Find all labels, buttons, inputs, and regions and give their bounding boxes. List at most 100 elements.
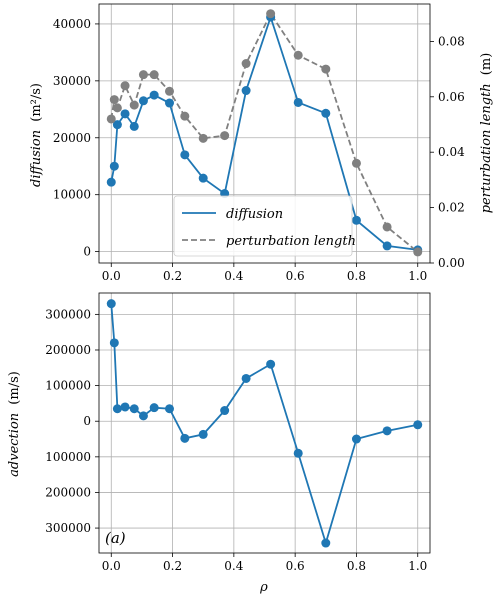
data-point-diffusion xyxy=(241,86,251,96)
top-y2-axis-label-main: perturbation length xyxy=(479,83,494,213)
series-line-advection xyxy=(110,303,418,547)
bottom-y-tick-label: 200000 xyxy=(45,343,91,357)
bottom-x-tick-label: 0.8 xyxy=(347,559,366,573)
bottom-x-tick-label: 0.4 xyxy=(224,559,243,573)
bottom-y-tick-label: 100000 xyxy=(45,450,91,464)
data-point-diffusion xyxy=(382,241,392,251)
panel-annotation: (a) xyxy=(105,529,126,547)
data-point-advection xyxy=(164,404,174,414)
bottom-panel: 0.0 0.2 0.4 0.6 0.8 1.0 300000 200000 100000 0 10… xyxy=(7,292,431,595)
top-y2-ticks: 0.00 0.02 0.04 0.06 0.08 xyxy=(430,34,465,270)
top-x-ticks: 0.0 0.2 0.4 0.6 0.8 1.0 xyxy=(102,263,427,283)
bottom-x-tick-label: 0.2 xyxy=(163,559,182,573)
data-point-advection xyxy=(180,433,190,443)
bottom-plot-frame xyxy=(98,292,431,554)
data-point-diffusion xyxy=(180,150,190,160)
bottom-lines xyxy=(110,303,418,547)
bottom-y-tick-label: 100000 xyxy=(45,379,91,393)
bottom-points xyxy=(106,299,423,548)
top-x-tick-label: 1.0 xyxy=(408,269,427,283)
top-y-tick-label: 0 xyxy=(83,245,91,259)
top-x-tick-label: 0.6 xyxy=(286,269,305,283)
data-point-perturbation-length xyxy=(321,64,331,74)
data-point-perturbation-length xyxy=(220,131,230,141)
legend: diffusion perturbation length xyxy=(173,195,356,257)
bottom-x-tick-label: 0.0 xyxy=(102,559,121,573)
data-point-advection xyxy=(112,404,122,414)
top-panel: 0.0 0.2 0.4 0.6 0.8 1.0 0 10000 20000 30000 40000… xyxy=(29,3,494,283)
data-point-advection xyxy=(293,448,303,458)
top-y-axis-label-main: diffusion xyxy=(29,130,44,187)
bottom-x-tick-label: 0.6 xyxy=(286,559,305,573)
data-point-diffusion xyxy=(129,121,139,131)
data-point-advection xyxy=(109,338,119,348)
data-point-diffusion xyxy=(138,96,148,106)
data-point-diffusion xyxy=(198,173,208,183)
data-point-perturbation-length xyxy=(382,222,392,232)
top-x-tick-label: 0.8 xyxy=(347,269,366,283)
data-point-advection xyxy=(220,406,230,416)
legend-box xyxy=(173,195,353,257)
top-grid xyxy=(99,4,430,263)
bottom-y-tick-label: 200000 xyxy=(45,485,91,499)
data-point-advection xyxy=(266,359,276,369)
top-y2-tick-label: 0.00 xyxy=(438,256,465,270)
top-y-tick-label: 40000 xyxy=(53,17,91,31)
data-point-advection xyxy=(241,373,251,383)
data-point-advection xyxy=(321,538,331,548)
legend-label-diffusion: diffusion xyxy=(226,207,283,222)
top-y2-axis-label-unit: (m) xyxy=(479,53,494,75)
bottom-y-axis-label-main: advection xyxy=(7,413,22,477)
bottom-y-ticks: 300000 200000 100000 0 100000 200000 300000 xyxy=(45,307,99,535)
top-y-tick-label: 10000 xyxy=(53,188,91,202)
data-point-advection xyxy=(149,403,159,413)
data-point-perturbation-length xyxy=(180,111,190,121)
top-plot-frame xyxy=(98,3,431,264)
data-point-perturbation-length xyxy=(351,158,361,168)
top-x-tick-label: 0.0 xyxy=(102,269,121,283)
data-point-advection xyxy=(382,426,392,436)
data-point-perturbation-length xyxy=(106,114,116,124)
top-y-axis-label-unit: (m²/s) xyxy=(29,83,44,122)
data-point-perturbation-length xyxy=(198,133,208,143)
data-point-diffusion xyxy=(164,98,174,108)
top-x-tick-label: 0.4 xyxy=(224,269,243,283)
bottom-x-ticks: 0.0 0.2 0.4 0.6 0.8 1.0 xyxy=(102,553,427,573)
data-point-diffusion xyxy=(321,108,331,118)
top-y2-tick-label: 0.02 xyxy=(438,201,465,215)
data-point-diffusion xyxy=(109,161,119,171)
data-point-advection xyxy=(351,434,361,444)
data-point-diffusion xyxy=(112,120,122,130)
data-point-perturbation-length xyxy=(120,81,130,91)
data-point-advection xyxy=(138,411,148,421)
data-point-advection xyxy=(106,299,116,309)
top-y-ticks: 0 10000 20000 30000 40000 xyxy=(53,17,99,259)
data-point-perturbation-length xyxy=(149,70,159,80)
bottom-y-tick-label: 300000 xyxy=(45,521,91,535)
data-point-diffusion xyxy=(293,97,303,107)
data-point-perturbation-length xyxy=(129,100,139,110)
data-point-perturbation-length xyxy=(164,86,174,96)
bottom-grid xyxy=(99,293,430,553)
data-point-perturbation-length xyxy=(413,247,423,257)
data-point-perturbation-length xyxy=(241,59,251,69)
legend-label-perturbation-length: perturbation length xyxy=(226,234,356,249)
data-point-diffusion xyxy=(120,109,130,119)
data-point-advection xyxy=(120,402,130,412)
data-point-diffusion xyxy=(106,177,116,187)
data-point-advection xyxy=(198,429,208,439)
data-point-diffusion xyxy=(351,215,361,225)
top-y2-tick-label: 0.04 xyxy=(438,145,465,159)
top-y-axis-label: diffusion (m²/s) xyxy=(29,83,44,187)
top-y-tick-label: 30000 xyxy=(53,74,91,88)
bottom-y-axis-label-unit: (m/s) xyxy=(7,371,22,405)
bottom-y-tick-label: 300000 xyxy=(45,307,91,321)
bottom-y-axis-label: advection (m/s) xyxy=(7,371,22,477)
bottom-y-tick-label: 0 xyxy=(83,414,91,428)
data-point-perturbation-length xyxy=(138,70,148,80)
data-point-advection xyxy=(129,404,139,414)
data-point-perturbation-length xyxy=(293,50,303,60)
bottom-x-tick-label: 1.0 xyxy=(408,559,427,573)
data-point-advection xyxy=(413,420,423,430)
